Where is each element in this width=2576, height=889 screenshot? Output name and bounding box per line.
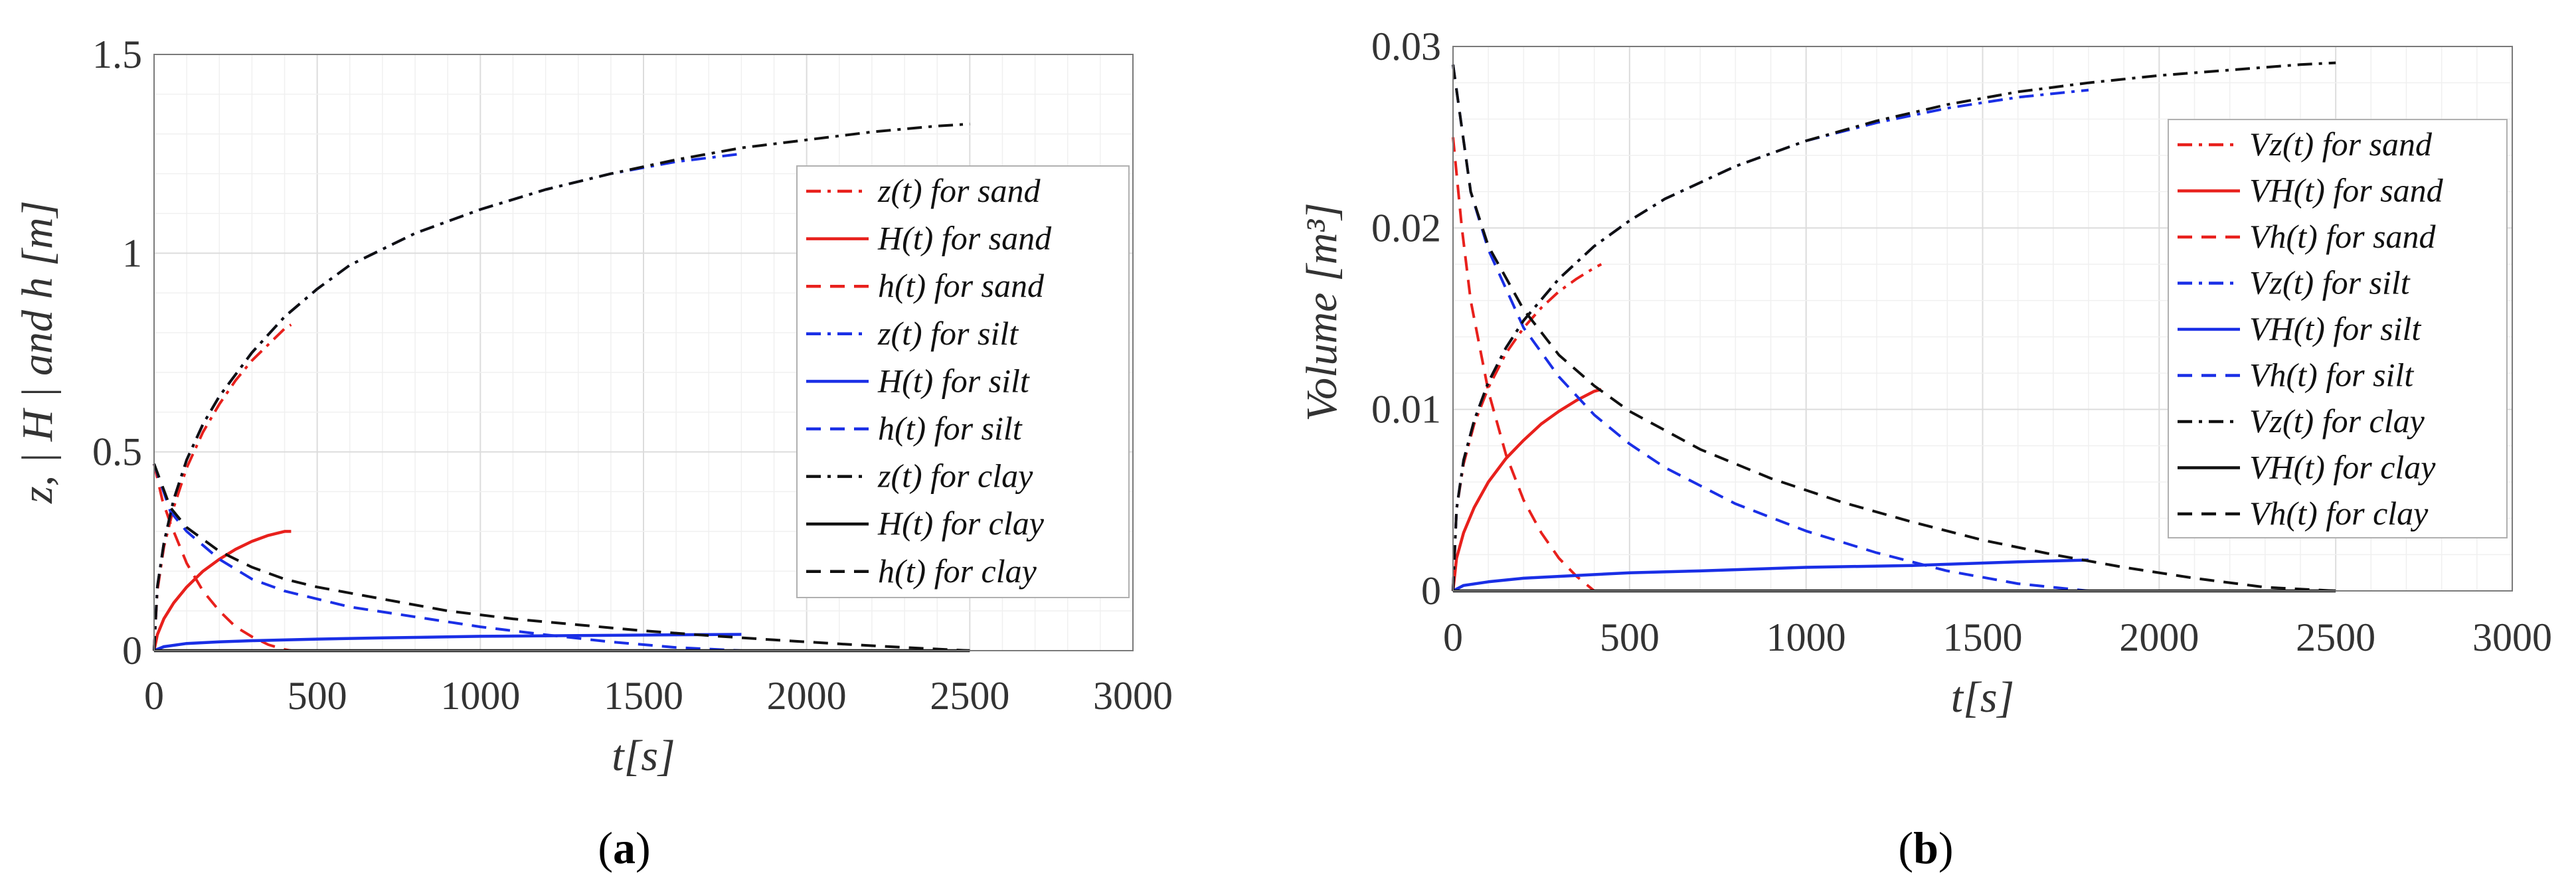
legend-label: z(t) for sand [877,172,1041,209]
series-line-5 [153,463,742,652]
y-axis-label: z, | H | and h [m] [13,201,62,504]
x-tick-label: 2500 [2296,615,2375,659]
series-line-4 [1452,558,2089,592]
x-tick-label: 1000 [1766,615,1846,659]
panel-label: (b) [1898,823,1953,873]
legend-label: Vh(t) for silt [2249,357,2414,394]
axes-frame [1452,46,2513,592]
legend-label: H(t) for clay [877,505,1045,542]
panel-label: (a) [598,823,650,873]
legend-label: z(t) for clay [877,457,1033,495]
series-line-6 [153,122,970,651]
x-tick-label: 500 [288,674,347,718]
y-tick-label: 0.03 [1371,25,1441,68]
legend-label: VH(t) for silt [2249,310,2421,347]
legend-label: H(t) for silt [877,362,1030,399]
legend-label: h(t) for sand [878,267,1045,304]
legend: Vz(t) for sand VH(t) for sand Vh(t) for sa… [2168,119,2508,538]
series-line-1 [152,530,292,651]
y-tick-label: 1 [122,231,142,275]
legend-label: Vh(t) for clay [2249,495,2429,532]
series-line-0 [1452,263,1602,592]
series-line-5 [1452,64,2089,592]
x-axis-label: t[s] [1951,673,2014,722]
legend-label: Vz(t) for silt [2249,264,2411,301]
y-tick-label: 0 [1421,569,1441,613]
legend-label: H(t) for sand [877,220,1052,257]
x-tick-label: 3000 [1093,674,1173,718]
chart-panel-b: 0 500 1000 1500 2000 2500 3000 0 0.01 0.02 0.03 t[s… [1298,25,2552,873]
legend-label: Vz(t) for sand [2249,125,2433,163]
y-axis-label: Volume [m³] [1298,202,1346,422]
legend: z(t) for sand H(t) for sand h(t) for sand z… [796,165,1130,598]
legend-label: Vz(t) for clay [2249,402,2425,440]
y-tick-label: 0.01 [1371,388,1441,432]
series-line-2 [1452,137,1595,592]
y-tick-label: 0.5 [92,430,142,474]
series-line-8 [1452,64,2336,592]
legend-label: Vh(t) for sand [2249,218,2437,255]
x-tick-label: 1500 [604,674,683,718]
legend-label: h(t) for silt [878,410,1023,447]
legend-label: z(t) for silt [877,315,1019,352]
series-line-8 [153,463,970,652]
x-tick-label: 2000 [2119,615,2199,659]
y-tick-label: 0 [122,629,142,673]
series-line-6 [1452,61,2336,592]
x-tick-label: 2000 [767,674,847,718]
x-axis-label: t[s] [612,732,675,780]
x-tick-label: 1000 [440,674,520,718]
x-tick-label: 2500 [930,674,1009,718]
x-tick-label: 500 [1600,615,1660,659]
y-tick-label: 0.02 [1371,206,1441,250]
x-tick-label: 0 [144,674,164,718]
series-line-2 [153,463,292,652]
x-tick-label: 1500 [1943,615,2023,659]
series-line-4 [153,633,742,653]
chart-panel-a: 0 500 1000 1500 2000 2500 3000 0 0.5 1 1.5 t[s] z, |… [13,33,1173,873]
axes-frame [153,54,1134,651]
x-tick-label: 0 [1443,615,1463,659]
legend-label: VH(t) for clay [2249,449,2436,486]
y-tick-label: 1.5 [92,33,142,76]
legend-label: h(t) for clay [878,552,1037,590]
legend-label: VH(t) for sand [2249,172,2444,209]
x-tick-label: 3000 [2472,615,2552,659]
